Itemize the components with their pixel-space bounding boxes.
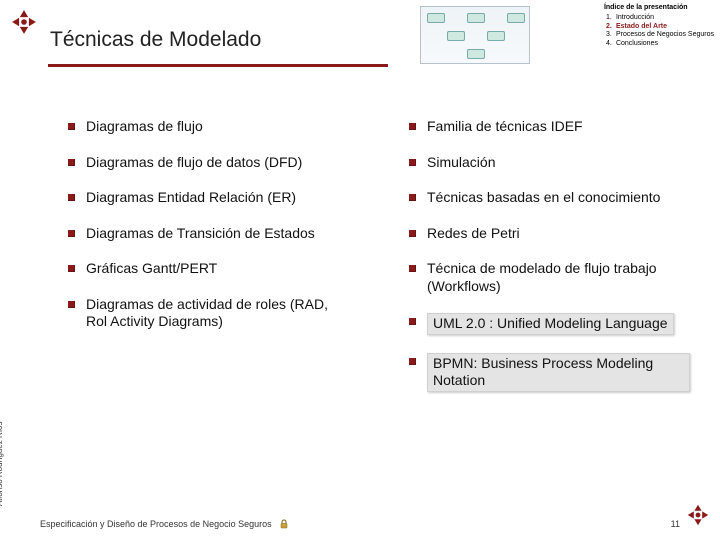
index-item-1: 1.Introducción [606, 14, 714, 23]
page-number: 11 [671, 519, 680, 529]
list-item: Diagramas de flujo de datos (DFD) [68, 154, 349, 172]
title-underline [48, 64, 388, 67]
lock-icon [278, 518, 290, 530]
logo-bottom-right [686, 503, 710, 532]
list-item: Familia de técnicas IDEF [409, 118, 690, 136]
list-item: Redes de Petri [409, 225, 690, 243]
list-item: Gráficas Gantt/PERT [68, 260, 349, 278]
footer: Especificación y Diseño de Procesos de N… [40, 518, 680, 530]
index-item-4: 4.Conclusiones [606, 40, 714, 49]
list-item: Diagramas de Transición de Estados [68, 225, 349, 243]
list-item: Técnicas basadas en el conocimiento [409, 189, 690, 207]
highlighted-item: BPMN: Business Process Modeling Notation [427, 353, 690, 392]
index-heading: Índice de la presentación [604, 4, 714, 13]
logo-top-left [10, 8, 38, 41]
highlighted-item: UML 2.0 : Unified Modeling Language [427, 313, 674, 335]
left-column: Diagramas de flujo Diagramas de flujo de… [68, 118, 349, 410]
slide-title: Técnicas de Modelado [50, 28, 261, 52]
list-item: UML 2.0 : Unified Modeling Language [409, 313, 690, 335]
list-item: Técnica de modelado de flujo trabajo (Wo… [409, 260, 690, 295]
right-column: Familia de técnicas IDEF Simulación Técn… [409, 118, 690, 410]
list-item: Diagramas de flujo [68, 118, 349, 136]
content-columns: Diagramas de flujo Diagramas de flujo de… [68, 118, 690, 410]
footer-text: Especificación y Diseño de Procesos de N… [40, 519, 272, 529]
index-box: Índice de la presentación 1.Introducción… [604, 4, 714, 49]
list-item: Simulación [409, 154, 690, 172]
author-sidebar: Alfonso Rodríguez Ríos [0, 422, 4, 507]
index-item-2: 2.Estado del Arte [606, 23, 714, 32]
slide: Técnicas de Modelado Índice de la presen… [0, 0, 720, 540]
list-item: Diagramas Entidad Relación (ER) [68, 189, 349, 207]
index-item-3: 3.Procesos de Negocios Seguros [606, 31, 714, 40]
diagram-thumbnail [420, 6, 530, 64]
list-item: BPMN: Business Process Modeling Notation [409, 353, 690, 392]
list-item: Diagramas de actividad de roles (RAD, Ro… [68, 296, 349, 331]
